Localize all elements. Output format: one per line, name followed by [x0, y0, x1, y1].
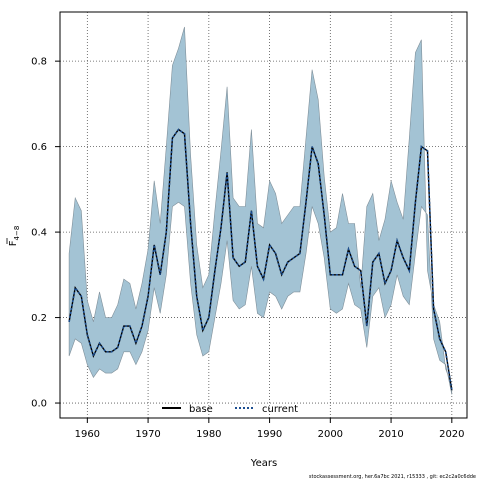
x-tick-label: 1990 — [257, 429, 282, 440]
series-lines — [68, 128, 453, 391]
y-tick-label: 0.6 — [31, 142, 47, 153]
confidence-band — [68, 26, 453, 395]
x-tick-label: 1970 — [135, 429, 160, 440]
x-tick-label: 2010 — [378, 429, 403, 440]
svg-text:F4−8: F4−8 — [8, 226, 21, 247]
plot-frame — [59, 11, 468, 419]
x-tick-label: 2000 — [318, 429, 343, 440]
x-tick-label: 1980 — [196, 429, 221, 440]
x-axis-ticks: 1960 1970 1980 1990 2000 2010 2020 — [75, 418, 465, 440]
footer-text: stockassessment.org, her.6a7bc 2021, r15… — [309, 474, 476, 480]
y-tick-label: 0.4 — [31, 228, 47, 239]
y-tick-label: 0.8 — [31, 57, 47, 68]
series-line-current — [68, 128, 453, 391]
y-axis-label: F4−8 — [6, 226, 21, 247]
y-tick-label: 0.2 — [31, 313, 47, 324]
confidence-band-area — [68, 26, 453, 395]
x-axis-label: Years — [250, 458, 277, 469]
x-tick-label: 2020 — [439, 429, 464, 440]
y-axis-label-main: F — [8, 240, 19, 246]
x-tick-label: 1960 — [75, 429, 100, 440]
legend-label-current: current — [262, 404, 298, 415]
legend: base current — [162, 404, 298, 415]
y-axis-ticks: 0.0 0.2 0.4 0.6 0.8 — [31, 57, 60, 410]
y-axis-label-subscript: 4−8 — [13, 226, 21, 241]
legend-label-base: base — [189, 404, 213, 415]
y-tick-label: 0.0 — [31, 399, 47, 410]
